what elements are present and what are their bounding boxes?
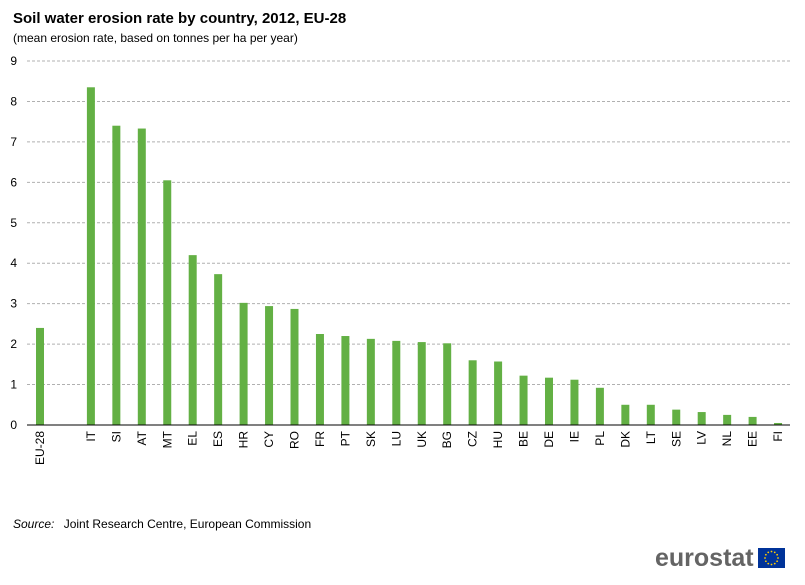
- x-tick-label: PT: [338, 430, 352, 446]
- y-tick-label: 1: [10, 378, 17, 392]
- x-tick-label: MT: [160, 430, 174, 448]
- bar-HR: [239, 302, 248, 425]
- x-tick-label: SI: [109, 431, 123, 442]
- bar-PT: [341, 336, 350, 425]
- bar-PL: [595, 387, 604, 425]
- bar-HU: [494, 361, 503, 425]
- source-note: Source: Joint Research Centre, European …: [13, 517, 311, 531]
- source-text: Joint Research Centre, European Commissi…: [63, 517, 312, 531]
- bar-IE: [570, 379, 579, 425]
- x-tick-label: IE: [567, 431, 581, 442]
- y-tick-label: 8: [10, 94, 17, 108]
- x-tick-label: EL: [186, 431, 200, 446]
- x-tick-label: HR: [237, 431, 251, 449]
- bars: [36, 87, 783, 426]
- x-tick-label: DE: [542, 431, 556, 448]
- bar-RO: [290, 308, 299, 425]
- bar-EL: [188, 255, 197, 425]
- x-tick-label: NL: [720, 431, 734, 447]
- y-tick-label: 3: [10, 297, 17, 311]
- x-tick-label: PL: [593, 431, 607, 446]
- x-tick-label: AT: [135, 430, 149, 445]
- chart-title: Soil water erosion rate by country, 2012…: [13, 10, 347, 27]
- bar-MT: [163, 180, 172, 425]
- bar-BE: [519, 375, 528, 425]
- bar-FI: [774, 422, 783, 425]
- x-tick-label: EE: [746, 431, 760, 447]
- bar-ES: [214, 274, 223, 425]
- bar-AT: [137, 128, 146, 425]
- y-tick-label: 0: [10, 418, 17, 432]
- x-tick-label: UK: [415, 431, 429, 448]
- bar-IT: [86, 87, 95, 426]
- x-tick-label: CZ: [466, 431, 480, 447]
- bar-DK: [621, 404, 630, 425]
- eu-flag-icon: [757, 548, 785, 568]
- x-tick-label: ES: [211, 431, 225, 447]
- x-tick-label: SK: [364, 431, 378, 447]
- source-label: Source:: [13, 517, 55, 531]
- bar-CY: [265, 306, 274, 425]
- gridlines: [27, 60, 790, 386]
- logo-text: eurostat: [655, 544, 754, 572]
- bar-DE: [545, 377, 553, 425]
- x-tick-label: FI: [771, 431, 785, 442]
- y-tick-label: 2: [10, 337, 17, 351]
- y-tick-label: 9: [10, 54, 17, 68]
- x-tick-label: FR: [313, 431, 327, 447]
- y-tick-labels: 0 1 2 3 4 5 6 7 8 9: [10, 54, 17, 432]
- x-tick-label: SE: [669, 431, 683, 447]
- x-tick-label: LV: [695, 431, 709, 445]
- bar-UK: [417, 342, 426, 425]
- x-tick-label: LT: [644, 430, 658, 444]
- chart-subtitle: (mean erosion rate, based on tonnes per …: [13, 31, 298, 45]
- x-tick-label: BG: [440, 431, 454, 448]
- x-tick-label: LU: [389, 431, 403, 446]
- x-tick-label: BE: [517, 431, 531, 447]
- x-tick-label: IT: [84, 430, 98, 441]
- y-tick-label: 4: [10, 256, 17, 270]
- y-tick-label: 7: [10, 135, 17, 149]
- bar-EU-28: [36, 327, 44, 425]
- bar-chart: 0 1 2 3 4 5 6 7 8 9 EU-28 IT SI AT MT EL ES HR CY RO FR PT SK…: [10, 54, 790, 465]
- eurostat-logo: eurostat: [655, 545, 785, 571]
- bar-SE: [672, 409, 681, 425]
- bar-FR: [315, 334, 324, 425]
- x-tick-label: HU: [491, 431, 505, 448]
- x-tick-label: EU-28: [33, 431, 47, 465]
- bar-EE: [748, 416, 757, 425]
- x-tick-labels: EU-28 IT SI AT MT EL ES HR CY RO FR PT SK LU UK BG CZ HU B…: [33, 430, 785, 465]
- x-tick-label: DK: [618, 431, 632, 448]
- x-tick-label: RO: [288, 431, 302, 449]
- bar-LU: [392, 340, 401, 425]
- bar-SI: [112, 125, 121, 425]
- y-tick-label: 6: [10, 175, 17, 189]
- bar-BG: [443, 343, 452, 425]
- bar-LT: [646, 404, 655, 425]
- bar-SK: [366, 338, 375, 425]
- y-tick-label: 5: [10, 216, 17, 230]
- bar-CZ: [468, 360, 477, 425]
- bar-NL: [723, 414, 732, 425]
- x-tick-label: CY: [262, 431, 276, 448]
- bar-LV: [697, 412, 706, 425]
